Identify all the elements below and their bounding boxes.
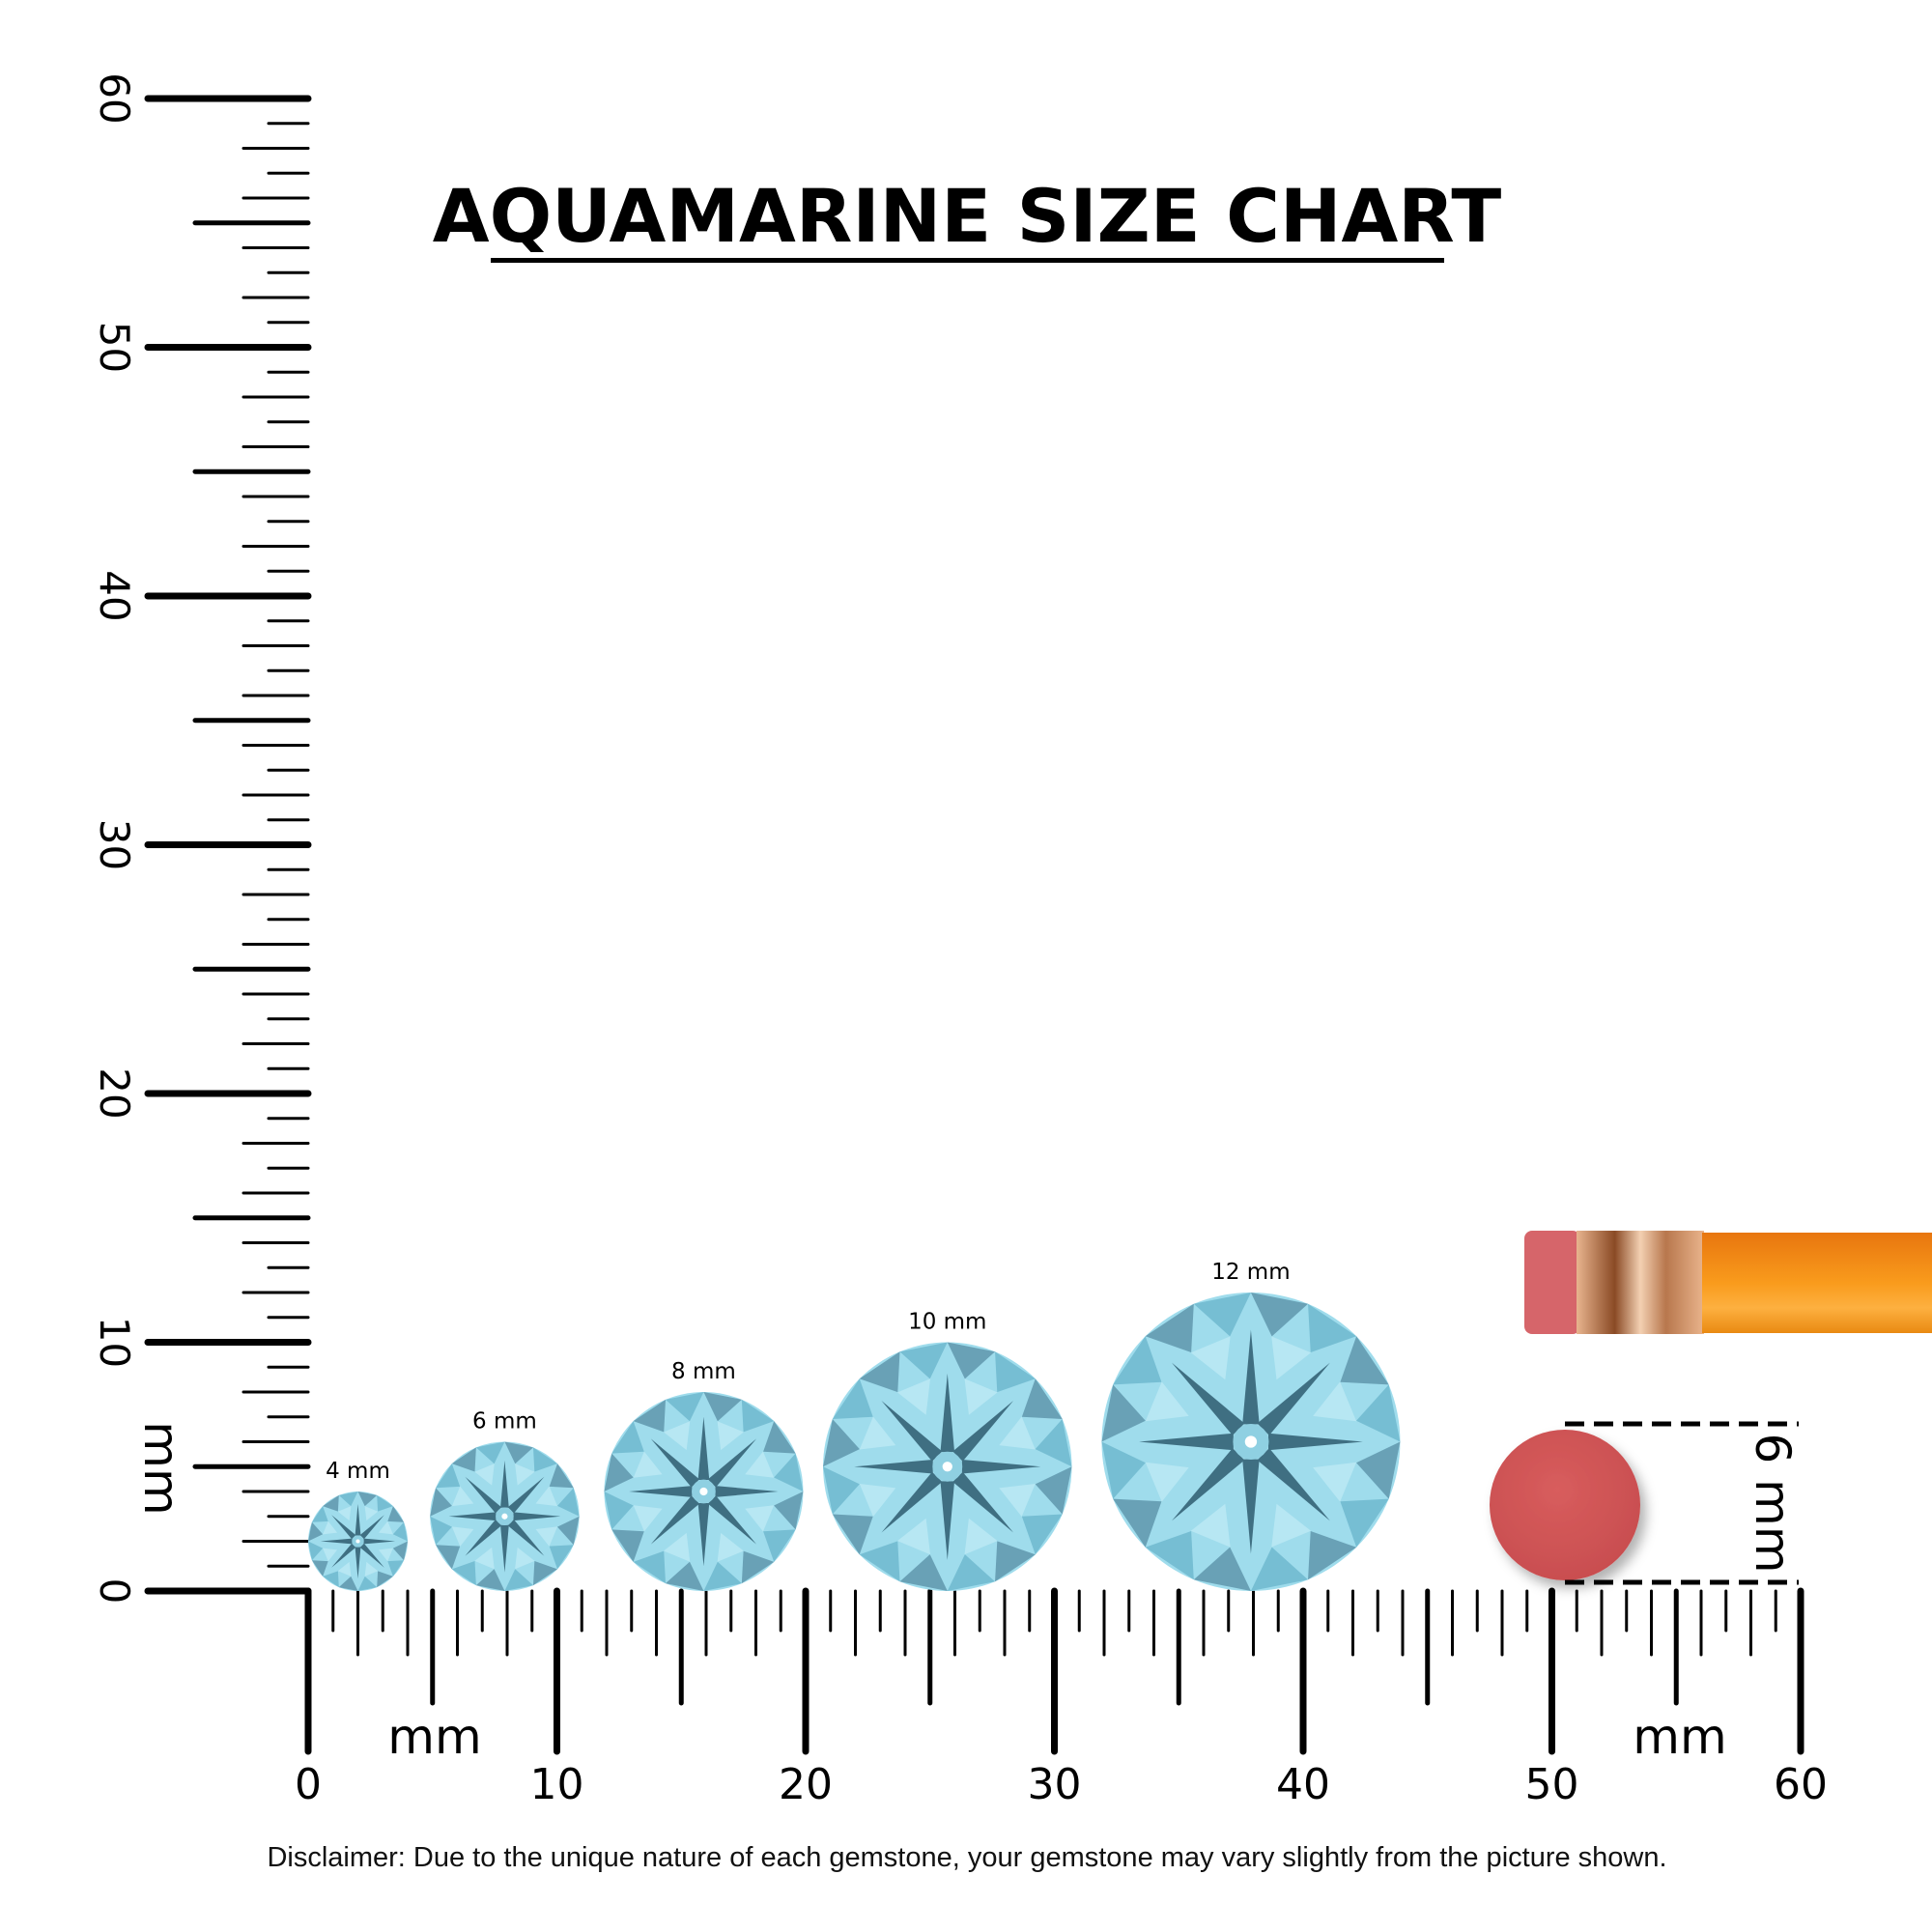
gem-size-label: 10 mm	[908, 1310, 986, 1335]
y-tick-label: 0	[91, 1578, 138, 1605]
title-underline	[491, 258, 1444, 263]
x-tick-label: 50	[1525, 1760, 1579, 1809]
vertical-ruler	[144, 95, 312, 1595]
x-tick-label: 40	[1276, 1760, 1330, 1809]
y-tick-label: 20	[91, 1067, 138, 1119]
pencil-image	[1524, 1231, 1932, 1334]
reference-size-label: 6 mm	[1745, 1433, 1801, 1573]
gem-size-label: 8 mm	[671, 1359, 736, 1384]
page-title: AQUAMARINE SIZE CHART	[433, 173, 1502, 259]
y-tick-label: 50	[91, 322, 138, 373]
vertical-unit-label: mm	[133, 1421, 189, 1515]
y-tick-label: 40	[91, 570, 138, 621]
y-tick-label: 30	[91, 819, 138, 870]
gem-size-label: 12 mm	[1211, 1260, 1290, 1285]
gem-group: 4 mm 6 mm 8 mm 10 mm 12 mm	[308, 1260, 1401, 1591]
disclaimer: Disclaimer: Due to the unique nature of …	[267, 1842, 1666, 1873]
horizontal-ruler	[304, 1587, 1804, 1755]
x-tick-label: 30	[1028, 1760, 1082, 1809]
eraser-reference	[1490, 1430, 1640, 1580]
gem-8mm: 8 mm	[604, 1359, 804, 1591]
gem-12mm: 12 mm	[1101, 1260, 1401, 1591]
x-tick-label: 0	[295, 1760, 322, 1809]
x-tick-label: 60	[1774, 1760, 1828, 1809]
gem-6mm: 6 mm	[430, 1409, 580, 1591]
x-tick-label: 20	[779, 1760, 833, 1809]
horizontal-unit-label-right: mm	[1633, 1709, 1726, 1765]
gem-4mm: 4 mm	[308, 1459, 408, 1591]
gem-size-label: 6 mm	[472, 1409, 537, 1435]
x-tick-label: 10	[530, 1760, 584, 1809]
gem-10mm: 10 mm	[823, 1310, 1072, 1591]
pencil-ferrule	[1577, 1231, 1704, 1334]
y-tick-label: 60	[91, 72, 138, 124]
pencil-body	[1702, 1233, 1932, 1333]
horizontal-ruler-labels: 0 10 20 30 40 50 60	[295, 1760, 1828, 1809]
pencil-eraser	[1524, 1231, 1580, 1334]
gem-size-label: 4 mm	[326, 1459, 390, 1484]
y-tick-label: 10	[91, 1317, 138, 1368]
horizontal-unit-label-left: mm	[387, 1709, 481, 1765]
vertical-ruler-labels: 0 10 20 30 40 50 60	[91, 72, 138, 1604]
